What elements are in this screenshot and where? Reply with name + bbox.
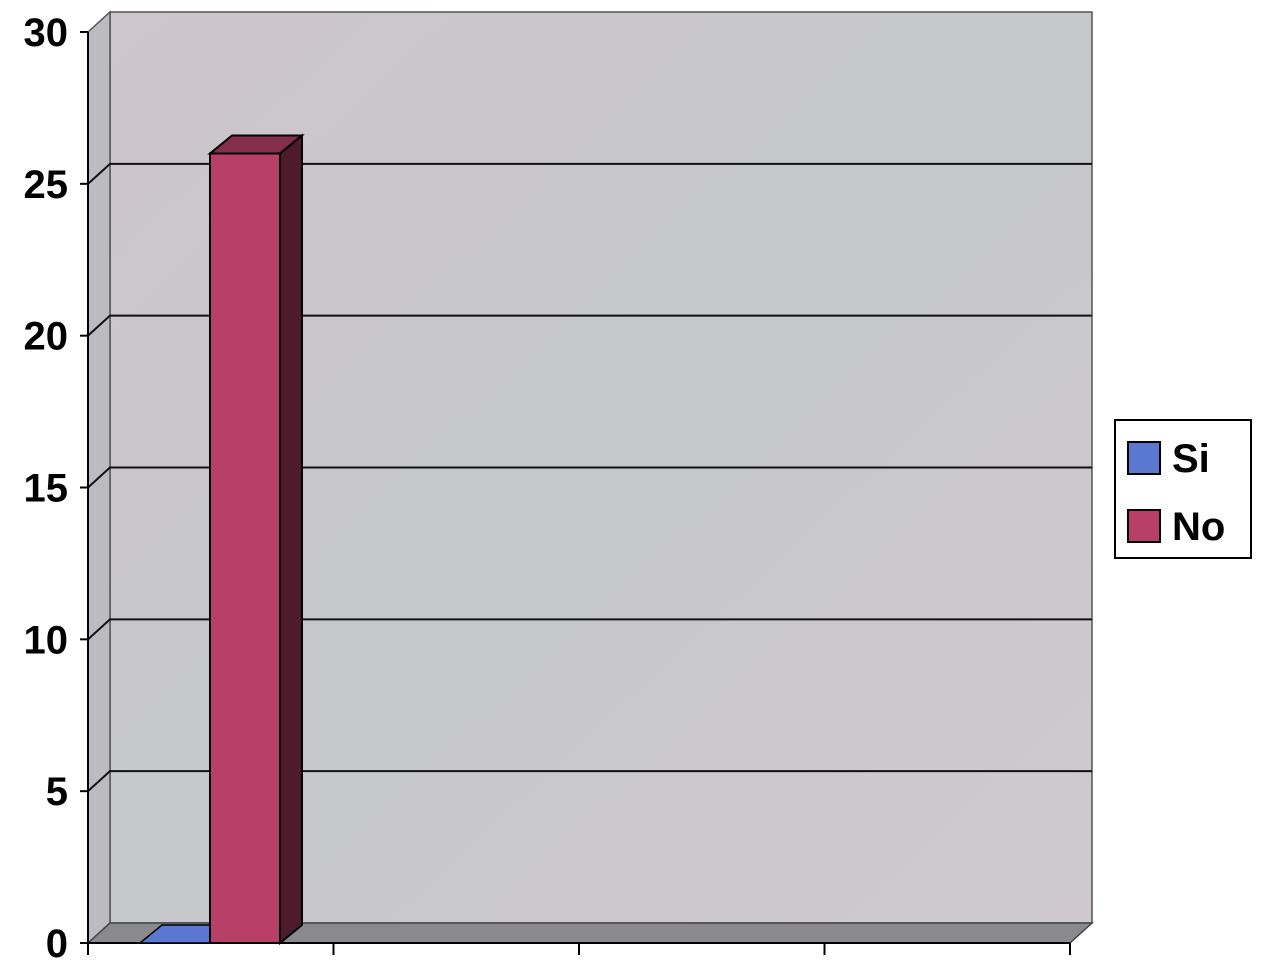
legend-label-si: Si xyxy=(1172,437,1210,481)
gridline-5 xyxy=(87,770,1092,792)
y-tick-label-20: 20 xyxy=(24,315,69,359)
gridlines xyxy=(87,162,1092,792)
bars xyxy=(137,133,305,946)
gridline-15 xyxy=(87,466,1092,489)
gridline-10 xyxy=(87,618,1092,641)
y-tick-label-5: 5 xyxy=(46,770,68,814)
y-tick-label-25: 25 xyxy=(24,163,69,207)
gridline-20 xyxy=(87,314,1092,337)
bar-side xyxy=(279,133,303,946)
bar-no xyxy=(207,133,305,946)
gridline-25 xyxy=(87,162,1092,185)
legend-swatch-no xyxy=(1127,509,1161,543)
y-tick-label-30: 30 xyxy=(24,11,69,55)
y-tick-labels: 0 5 10 15 20 25 30 xyxy=(24,11,69,963)
bar-front xyxy=(209,152,281,944)
y-tick-label-15: 15 xyxy=(24,467,69,511)
legend-label-no: No xyxy=(1172,505,1225,549)
y-tick-label-0: 0 xyxy=(46,922,68,963)
legend-swatch-si xyxy=(1127,441,1161,475)
legend: Si No xyxy=(1114,419,1252,559)
y-tick-label-10: 10 xyxy=(24,618,69,662)
